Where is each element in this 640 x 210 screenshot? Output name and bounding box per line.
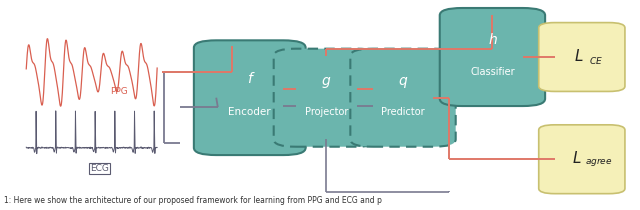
Text: ECG: ECG: [90, 164, 109, 173]
FancyBboxPatch shape: [539, 23, 625, 91]
Text: f: f: [247, 72, 252, 86]
Text: Projector: Projector: [305, 107, 348, 117]
Text: $\mathit{L}$: $\mathit{L}$: [574, 48, 584, 64]
Text: Encoder: Encoder: [228, 107, 271, 117]
Text: Predictor: Predictor: [381, 107, 425, 117]
Text: h: h: [488, 33, 497, 47]
FancyBboxPatch shape: [274, 49, 379, 147]
FancyBboxPatch shape: [194, 40, 306, 155]
Text: $\mathit{L}$: $\mathit{L}$: [572, 150, 582, 166]
Text: $\mathit{agree}$: $\mathit{agree}$: [585, 156, 613, 168]
Text: 1: Here we show the architecture of our proposed framework for learning from PPG: 1: Here we show the architecture of our …: [4, 197, 382, 205]
Text: q: q: [399, 74, 408, 88]
Text: PPG: PPG: [110, 87, 128, 96]
FancyBboxPatch shape: [350, 49, 456, 147]
Text: Classifier: Classifier: [470, 67, 515, 77]
Text: $\mathit{CE}$: $\mathit{CE}$: [589, 55, 603, 66]
Text: g: g: [322, 74, 331, 88]
FancyBboxPatch shape: [539, 125, 625, 194]
FancyBboxPatch shape: [440, 8, 545, 106]
